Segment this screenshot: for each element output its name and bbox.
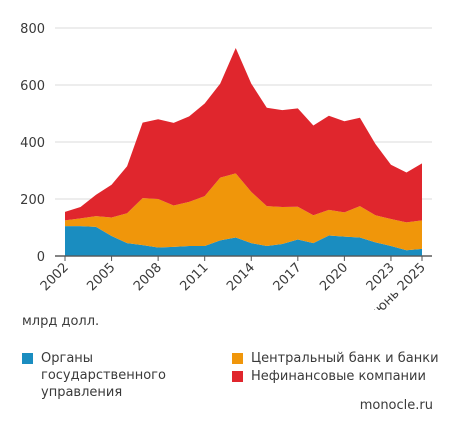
area-series-1 <box>65 173 422 251</box>
legend-swatch-government <box>22 353 33 364</box>
legend-item-banks: Центральный банк и банки <box>232 350 442 367</box>
area-series-2 <box>65 47 422 223</box>
x-tick-label: 2014 <box>224 260 258 294</box>
y-tick-label: 0 <box>37 250 45 265</box>
legend-label-banks: Центральный банк и банки <box>251 351 439 366</box>
area-series <box>55 47 432 257</box>
legend-item-nonfinancial: Нефинансовые компании <box>232 368 442 385</box>
legend-item-government: Органы государственного управления <box>22 350 222 401</box>
y-axis-labels: 0 200 400 600 800 <box>20 22 45 265</box>
area-series-0 <box>65 226 422 256</box>
x-axis-ticks <box>64 256 423 261</box>
x-tick-label: 2008 <box>131 260 165 294</box>
legend-label-nonfinancial: Нефинансовые компании <box>251 369 426 384</box>
x-tick-label: 2002 <box>38 260 72 294</box>
y-tick-label: 400 <box>20 136 45 151</box>
y-tick-label: 600 <box>20 79 45 94</box>
legend-swatch-nonfinancial <box>232 371 243 382</box>
y-tick-label: 800 <box>20 22 45 37</box>
chart: 0 200 400 600 800 2002 2005 2008 2011 2014 2017 20… <box>20 22 432 310</box>
legend-label-government: Органы государственного управления <box>41 351 166 400</box>
x-tick-label: 2020 <box>317 260 351 294</box>
x-tick-label: 2011 <box>178 260 212 294</box>
y-axis-unit-label: млрд долл. <box>22 314 100 329</box>
x-tick-label: 2005 <box>84 260 118 294</box>
legend-swatch-banks <box>232 353 243 364</box>
x-tick-label: 2017 <box>271 260 305 294</box>
y-tick-label: 200 <box>20 193 45 208</box>
source-label: monocle.ru <box>359 398 433 413</box>
